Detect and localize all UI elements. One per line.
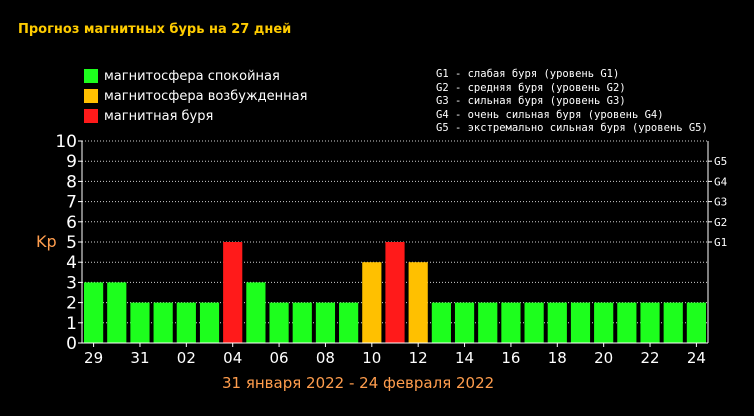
kp-bar (594, 302, 614, 343)
kp-bar (84, 282, 104, 343)
x-tick-label: 31 (130, 349, 149, 367)
kp-bar (686, 302, 706, 343)
g-tick-label: G2 (714, 216, 727, 229)
kp-bar (107, 282, 127, 343)
y-tick-label: 9 (66, 152, 77, 172)
y-tick-label: 3 (66, 273, 77, 293)
kp-bar (408, 262, 428, 343)
x-tick-label: 02 (177, 349, 196, 367)
x-tick-label: 14 (455, 349, 474, 367)
x-tick-label: 22 (640, 349, 659, 367)
kp-bar (176, 302, 196, 343)
kp-bar (385, 242, 405, 343)
kp-bar (501, 302, 521, 343)
kp-bar (362, 262, 382, 343)
y-tick-label: 6 (66, 213, 77, 233)
kp-bar (640, 302, 660, 343)
kp-bar (292, 302, 312, 343)
kp-bar (246, 282, 266, 343)
x-tick-label: 04 (223, 349, 242, 367)
x-tick-label: 24 (687, 349, 706, 367)
kp-bar (315, 302, 336, 343)
x-tick-label: 12 (409, 349, 428, 367)
legend-swatch-calm (84, 69, 98, 83)
g-tick-label: G3 (714, 196, 727, 209)
g-tick-label: G4 (714, 175, 728, 188)
y-tick-label: 4 (66, 253, 77, 273)
chart-title: Прогноз магнитных бурь на 27 дней (18, 22, 292, 37)
g-legend-g3: G3 - сильная буря (уровень G3) (436, 95, 626, 107)
x-tick-label: 08 (316, 349, 335, 367)
y-tick-label: 0 (66, 334, 77, 354)
kp-bar (339, 302, 359, 343)
g-legend-g2: G2 - средняя буря (уровень G2) (436, 81, 626, 94)
kp-bar (431, 302, 451, 343)
kp-bar (454, 302, 475, 343)
y-tick-label: 10 (55, 132, 77, 152)
legend-label-excited: магнитосфера возбужденная (104, 88, 308, 104)
y-axis-label: Kp (36, 232, 57, 251)
kp-bar (570, 302, 591, 343)
x-tick-label: 16 (501, 349, 520, 367)
x-tick-label: 18 (548, 349, 567, 367)
kp-bar (130, 302, 150, 343)
kp-bar (663, 302, 683, 343)
legend-swatch-excited (84, 89, 98, 103)
legend-item-calm: магнитосфера спокойная (84, 66, 307, 86)
g-legend-g4: G4 - очень сильная буря (уровень G4) (436, 108, 664, 121)
level-legend: магнитосфера спокойная магнитосфера возб… (84, 66, 307, 126)
kp-bar (524, 302, 544, 343)
x-tick-label: 10 (362, 349, 381, 367)
legend-label-calm: магнитосфера спокойная (104, 68, 280, 84)
y-tick-label: 2 (66, 294, 77, 314)
kp-bar (269, 302, 289, 343)
kp-bar (617, 302, 637, 343)
y-tick-label: 5 (66, 233, 77, 253)
x-tick-label: 29 (84, 349, 103, 367)
kp-bar (199, 302, 220, 343)
legend-label-storm: магнитная буря (104, 108, 214, 124)
g-legend-g5: G5 - экстремально сильная буря (уровень … (436, 122, 708, 134)
y-tick-label: 7 (66, 193, 77, 213)
g-tick-label: G1 (714, 236, 727, 249)
kp-bar (478, 302, 498, 343)
legend-swatch-storm (84, 109, 98, 123)
kp-bar (223, 242, 243, 343)
g-tick-label: G5 (714, 155, 727, 168)
legend-item-storm: магнитная буря (84, 106, 307, 126)
kp-bar (547, 302, 567, 343)
g-scale-legend: G1 - слабая буря (уровень G1) G2 - средн… (436, 68, 708, 136)
y-tick-label: 1 (66, 314, 77, 334)
x-tick-label: 20 (594, 349, 613, 367)
x-tick-label: 06 (270, 349, 289, 367)
y-tick-label: 8 (66, 172, 77, 192)
kp-bar (153, 302, 173, 343)
period-label: 31 января 2022 - 24 февраля 2022 (222, 374, 495, 392)
legend-item-excited: магнитосфера возбужденная (84, 86, 307, 106)
g-legend-g1: G1 - слабая буря (уровень G1) (436, 68, 620, 80)
